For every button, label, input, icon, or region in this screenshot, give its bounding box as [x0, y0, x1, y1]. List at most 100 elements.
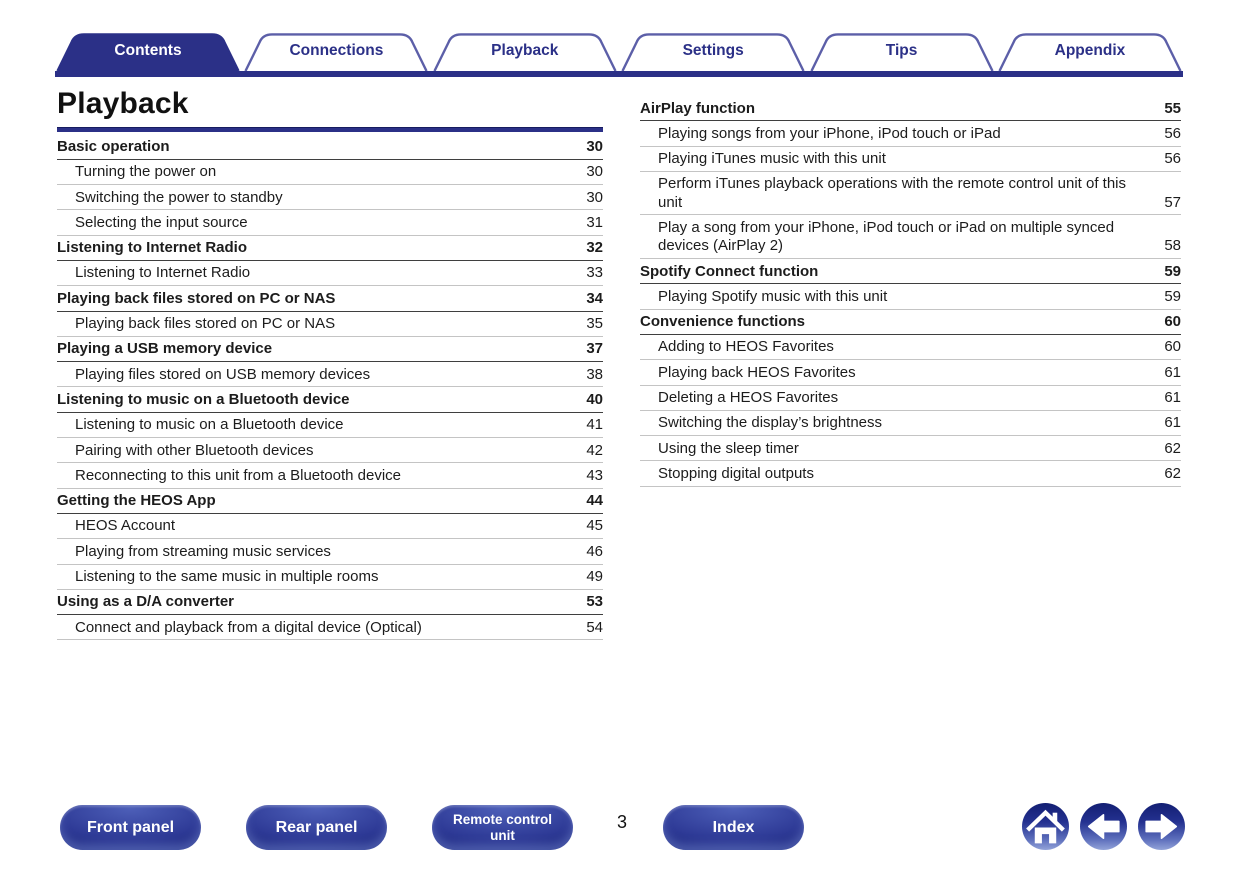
title-rule — [57, 126, 603, 132]
toc-item-page: 46 — [586, 542, 603, 560]
toc-section-row[interactable]: Spotify Connect function 59 — [640, 259, 1181, 285]
toc-item-row[interactable]: Using the sleep timer 62 — [640, 436, 1181, 462]
toc-section-row[interactable]: Listening to music on a Bluetooth device… — [57, 387, 603, 413]
toc-item-label: Connect and playback from a digital devi… — [75, 618, 422, 636]
toc-item-label: Play a song from your iPhone, iPod touch… — [658, 218, 1115, 255]
toc-item-page: 49 — [586, 568, 603, 586]
tab-connections[interactable]: Connections — [243, 33, 429, 71]
toc-item-row[interactable]: Pairing with other Bluetooth devices 42 — [57, 438, 603, 464]
toc-item-row[interactable]: Switching the display’s brightness 61 — [640, 411, 1181, 437]
toc-item-label: Reconnecting to this unit from a Bluetoo… — [75, 466, 402, 484]
toc-item-row[interactable]: Reconnecting to this unit from a Bluetoo… — [57, 463, 603, 489]
tab-playback[interactable]: Playback — [432, 33, 618, 71]
toc-section-label: Basic operation — [57, 138, 170, 155]
toc-item-label: Playing files stored on USB memory devic… — [75, 365, 371, 383]
toc-section-row[interactable]: Playing back files stored on PC or NAS 34 — [57, 286, 603, 312]
toc-item-page: 54 — [586, 618, 603, 636]
toc-item-row[interactable]: Play a song from your iPhone, iPod touch… — [640, 215, 1181, 260]
tab-appendix[interactable]: Appendix — [997, 33, 1183, 71]
tab-tips[interactable]: Tips — [809, 33, 995, 71]
toc-item-row[interactable]: Playing Spotify music with this unit 59 — [640, 284, 1181, 310]
home-button[interactable] — [1022, 803, 1069, 850]
toc-item-page: 61 — [1164, 414, 1181, 432]
toc-item-row[interactable]: Playing songs from your iPhone, iPod tou… — [640, 121, 1181, 147]
tab-label: Connections — [289, 42, 384, 59]
toc-item-page: 59 — [1164, 287, 1181, 305]
remote-control-unit-button-label: Remote control unit — [452, 811, 552, 843]
toc-section-label: AirPlay function — [640, 99, 756, 117]
toc-item-label: Playing iTunes music with this unit — [658, 150, 886, 168]
toc-item-row[interactable]: Switching the power to standby 30 — [57, 185, 603, 211]
toc-section-row[interactable]: Convenience functions 60 — [640, 310, 1181, 335]
toc-item-page: 62 — [1164, 439, 1181, 457]
toc-item-label: Listening to music on a Bluetooth device — [75, 416, 344, 434]
toc-section-row[interactable]: Getting the HEOS App 44 — [57, 489, 603, 514]
toc-section-page: 44 — [586, 492, 603, 510]
index-button[interactable]: Index — [663, 805, 804, 850]
toc-item-label: Switching the display’s brightness — [658, 414, 883, 432]
toc-section-page: 32 — [586, 239, 603, 257]
toc-item-row[interactable]: Deleting a HEOS Favorites 61 — [640, 386, 1181, 411]
toc-item-row[interactable]: Connect and playback from a digital devi… — [57, 615, 603, 641]
toc-item-label: Using the sleep timer — [658, 439, 799, 457]
toc-item-page: 31 — [586, 213, 603, 231]
toc-item-page: 38 — [586, 365, 603, 383]
toc-item-label: Adding to HEOS Favorites — [658, 338, 834, 356]
remote-control-unit-button[interactable]: Remote control unit — [432, 805, 573, 850]
toc-item-row[interactable]: Perform iTunes playback operations with … — [640, 172, 1181, 216]
toc-item-row[interactable]: Stopping digital outputs 62 — [640, 461, 1181, 487]
toc-section-label: Convenience functions — [640, 313, 806, 331]
toc-right-column: AirPlay function 55 Playing songs from you… — [640, 96, 1181, 487]
toc-item-page: 60 — [1164, 338, 1181, 356]
toc-section-page: 60 — [1164, 313, 1181, 331]
toc-item-row[interactable]: Playing back files stored on PC or NAS 35 — [57, 312, 603, 337]
toc-item-label: HEOS Account — [75, 517, 176, 535]
front-panel-button[interactable]: Front panel — [60, 805, 201, 850]
toc-section-page: 40 — [586, 390, 603, 408]
toc-item-row[interactable]: Playing iTunes music with this unit 56 — [640, 147, 1181, 172]
toc-item-row[interactable]: Turning the power on 30 — [57, 160, 603, 186]
toc-section-row[interactable]: Listening to Internet Radio 32 — [57, 236, 603, 261]
toc-item-row[interactable]: Selecting the input source 31 — [57, 210, 603, 236]
toc-item-row[interactable]: HEOS Account 45 — [57, 514, 603, 540]
toc-item-row[interactable]: Listening to music on a Bluetooth device… — [57, 413, 603, 439]
toc-section-label: Listening to music on a Bluetooth device — [57, 390, 350, 408]
toc-item-label: Stopping digital outputs — [658, 464, 814, 482]
toc-item-label: Playing songs from your iPhone, iPod tou… — [658, 124, 1001, 142]
toc-item-page: 41 — [586, 416, 603, 434]
rear-panel-button[interactable]: Rear panel — [246, 805, 387, 850]
toc-item-label: Listening to Internet Radio — [75, 264, 251, 282]
toc-section-page: 30 — [586, 138, 603, 155]
toc-item-label: Switching the power to standby — [75, 188, 283, 206]
toc-item-row[interactable]: Playing files stored on USB memory devic… — [57, 362, 603, 388]
tab-settings[interactable]: Settings — [620, 33, 806, 71]
toc-section-row[interactable]: Basic operation 30 — [57, 135, 603, 160]
toc-section-row[interactable]: Playing a USB memory device 37 — [57, 337, 603, 363]
toc-item-label: Playing from streaming music services — [75, 542, 331, 560]
tab-contents[interactable]: Contents — [55, 33, 241, 71]
toc-item-row[interactable]: Listening to the same music in multiple … — [57, 565, 603, 590]
toc-section-row[interactable]: Using as a D/A converter 53 — [57, 590, 603, 616]
back-button[interactable] — [1080, 803, 1127, 850]
toc-item-page: 42 — [586, 441, 603, 459]
toc-section-row[interactable]: AirPlay function 55 — [640, 96, 1181, 122]
toc-section-page: 34 — [586, 289, 603, 307]
toc-item-row[interactable]: Adding to HEOS Favorites 60 — [640, 335, 1181, 361]
toc-item-row[interactable]: Playing back HEOS Favorites 61 — [640, 360, 1181, 386]
toc-section-label: Listening to Internet Radio — [57, 239, 247, 257]
toc-item-page: 30 — [586, 163, 603, 181]
toc-item-label: Playing back HEOS Favorites — [658, 363, 856, 381]
toc-item-page: 62 — [1164, 464, 1181, 482]
toc-left-list: Basic operation 30 Turning the power on 30 S… — [57, 135, 603, 641]
toc-item-page: 30 — [586, 188, 603, 206]
forward-button[interactable] — [1138, 803, 1185, 850]
toc-item-row[interactable]: Playing from streaming music services 46 — [57, 539, 603, 565]
toc-item-label: Deleting a HEOS Favorites — [658, 389, 839, 407]
toc-item-page: 57 — [1164, 193, 1181, 211]
toc-section-page: 53 — [586, 593, 603, 611]
toc-section-label: Using as a D/A converter — [57, 593, 235, 611]
front-panel-button-label: Front panel — [86, 818, 175, 836]
toc-item-page: 61 — [1164, 389, 1181, 407]
toc-item-row[interactable]: Listening to Internet Radio 33 — [57, 261, 603, 287]
toc-item-page: 35 — [586, 315, 603, 333]
